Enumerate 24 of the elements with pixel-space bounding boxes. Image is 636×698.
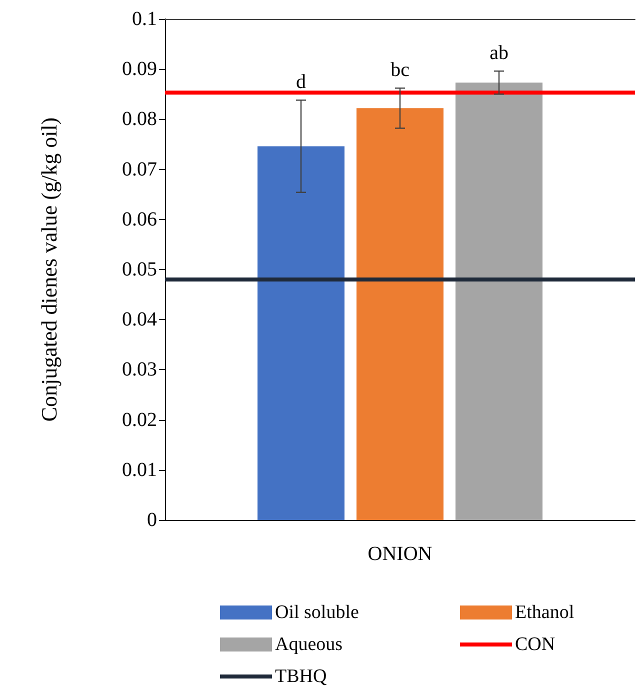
y-tick-label: 0.07: [122, 158, 157, 180]
x-tick-label: ONION: [368, 543, 432, 565]
legend-label: CON: [515, 634, 556, 655]
bar: [258, 146, 344, 520]
y-tick-label: 0.05: [122, 258, 157, 280]
y-tick-label: 0.1: [132, 8, 157, 30]
y-tick-label: 0.06: [122, 208, 157, 230]
y-tick-label: 0.01: [122, 458, 157, 481]
data-label: ab: [490, 42, 508, 64]
legend-label: Ethanol: [515, 602, 574, 623]
legend-label: TBHQ: [275, 666, 327, 687]
y-tick-label: 0.02: [122, 408, 157, 431]
y-tick-label: 0.08: [122, 108, 157, 130]
y-tick-label: 0.03: [122, 358, 157, 381]
y-tick-label: 0.04: [122, 308, 157, 331]
y-axis-title: Conjugated dienes value (g/kg oil): [36, 117, 62, 422]
legend-label: Aqueous: [275, 634, 343, 655]
y-tick-label: 0.09: [122, 58, 157, 80]
legend-label: Oil soluble: [275, 602, 359, 623]
bar: [356, 108, 444, 520]
bar: [456, 82, 542, 520]
y-tick-label: 0: [147, 509, 157, 531]
data-label: bc: [390, 59, 410, 82]
data-label: d: [296, 71, 306, 94]
